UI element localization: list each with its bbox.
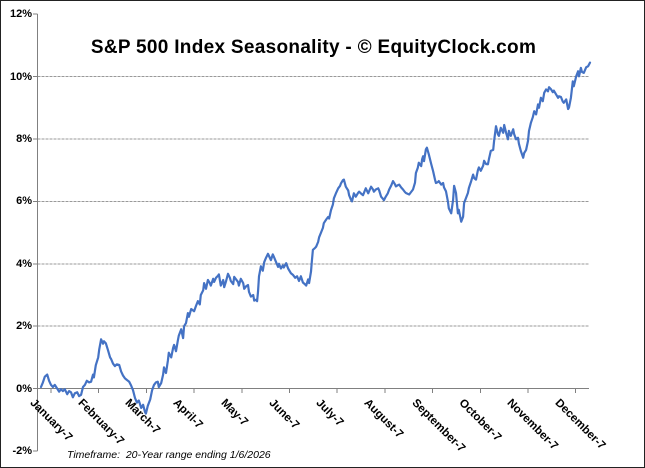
- y-tick-label: 4%: [16, 257, 32, 270]
- timeframe-note: Timeframe: 20-Year range ending 1/6/2026: [67, 449, 271, 461]
- y-tick-label: 2%: [16, 320, 32, 333]
- y-tick-label: 6%: [16, 195, 32, 208]
- y-tick-label: -2%: [12, 445, 32, 457]
- y-tick-label: 12%: [9, 8, 32, 21]
- chart-title: S&P 500 Index Seasonality - © EquityCloc…: [90, 37, 537, 58]
- y-tick-label: 10%: [9, 70, 32, 83]
- series-line: [39, 61, 592, 415]
- y-tick-label: 0%: [16, 382, 32, 395]
- y-tick-label: 8%: [16, 133, 32, 145]
